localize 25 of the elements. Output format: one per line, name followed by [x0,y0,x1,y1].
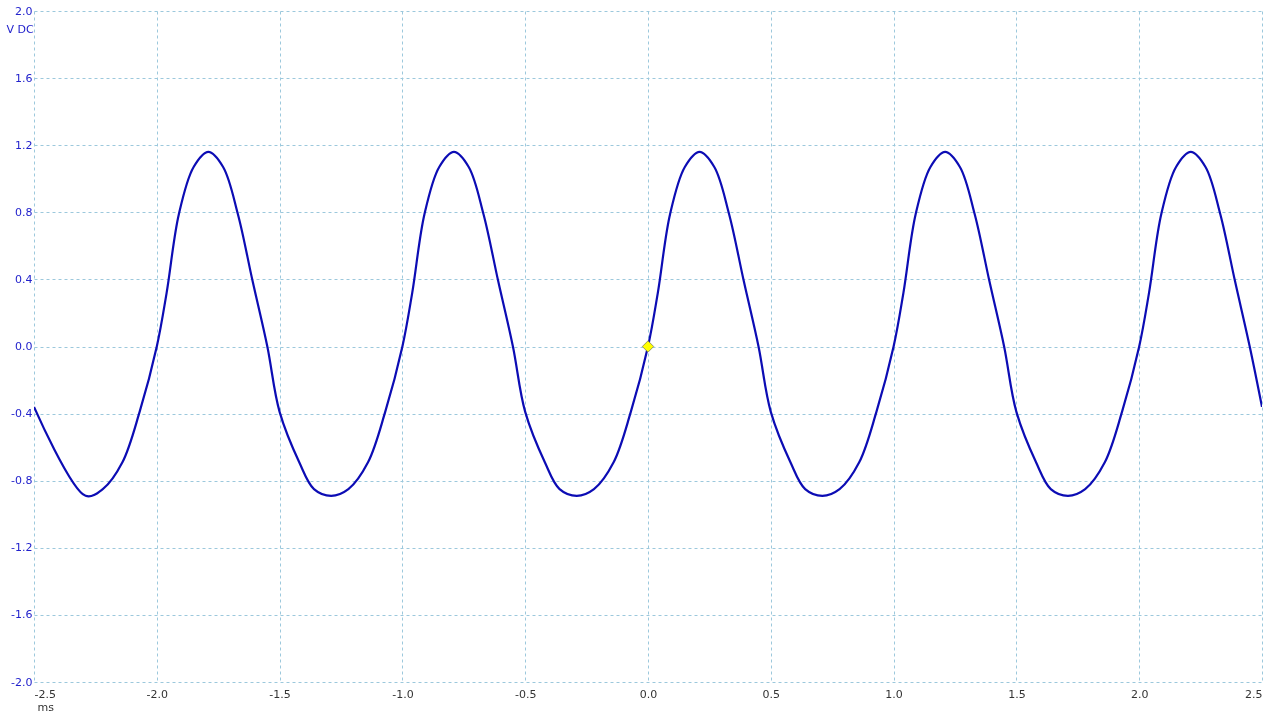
y-tick-label: 2.0 [15,4,33,18]
x-tick-label: -2.0 [146,687,169,701]
y-tick-label: 1.2 [15,138,33,152]
y-tick-label: -1.2 [11,541,33,555]
line-series [34,150,1262,497]
x-tick-label: 1.0 [885,687,903,701]
y-tick-label: -2.0 [11,675,33,689]
y-tick-label: -0.8 [11,474,33,488]
x-tick-label: 2.0 [1130,687,1149,701]
y-tick-label: -0.4 [11,407,33,421]
x-tick-label: -2.5 [34,687,56,701]
x-tick-label: -0.5 [514,687,537,701]
x-axis-title: ms [37,700,55,714]
x-tick-label: 0.0 [639,687,658,701]
y-axis-title: V DC [6,22,34,36]
y-tick-label: -1.6 [11,608,33,622]
x-tick-label: -1.5 [269,687,291,701]
x-tick-label: 0.5 [762,687,781,701]
x-tick-label: -1.0 [392,687,414,701]
y-tick-label: 0.4 [15,272,33,286]
y-tick-label: 0.0 [15,340,33,353]
y-tick-label: 1.6 [15,71,33,85]
x-tick-label: 2.5 [1245,687,1263,701]
x-tick-label: 1.5 [1008,687,1026,701]
y-tick-label: 0.8 [15,205,33,219]
